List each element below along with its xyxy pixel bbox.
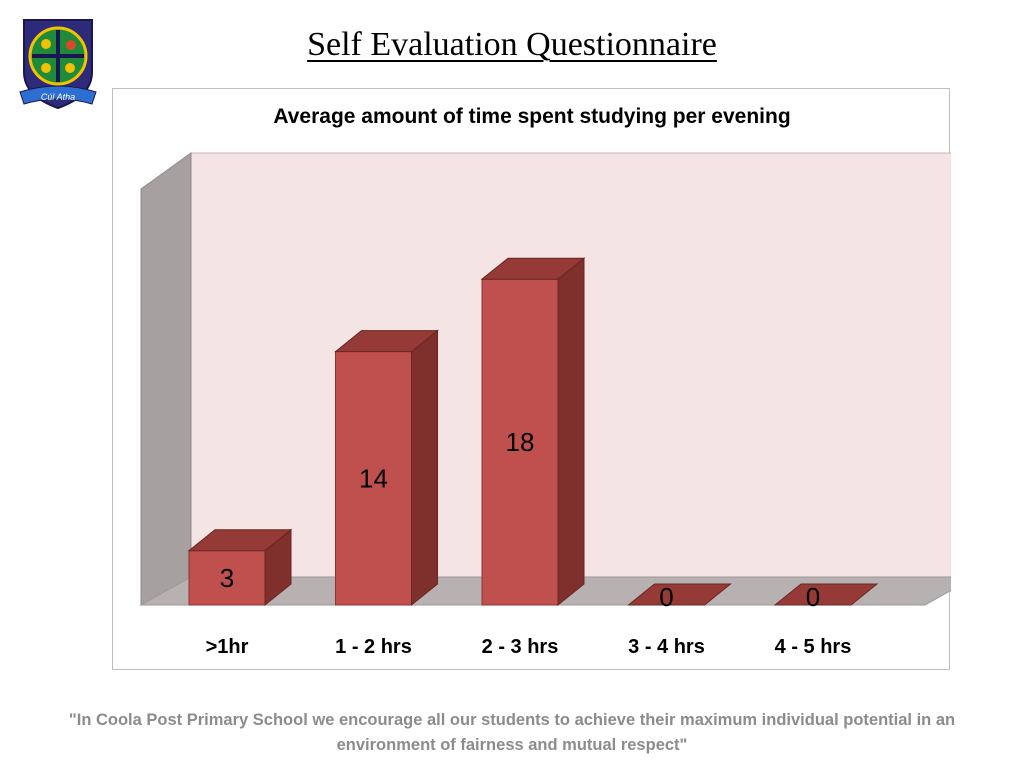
bar-1: 14: [334, 329, 439, 607]
bar-front: [481, 278, 559, 606]
bar-top: [334, 330, 439, 353]
bar-top: [480, 257, 586, 280]
data-label: 14: [359, 463, 388, 493]
bar-0: 3: [187, 528, 293, 607]
bar-top: [773, 583, 879, 606]
bar-side: [557, 257, 585, 607]
bar-top: [187, 529, 293, 552]
bar-3: 0: [627, 582, 732, 612]
bar-chart: Average amount of time spent studying pe…: [139, 105, 951, 658]
x-tick-label: 2 - 3 hrs: [482, 636, 559, 658]
data-label: 18: [506, 427, 535, 457]
school-crest-logo: Cúl Atha: [18, 16, 98, 112]
bar-2: 18: [480, 257, 586, 607]
x-axis-ticks: >1hr 1 - 2 hrs 2 - 3 hrs 3 - 4 hrs 4 - 5 hrs: [206, 636, 852, 658]
bar-top: [627, 583, 732, 606]
chart-frame: Average amount of time spent studying pe…: [112, 88, 951, 670]
bar-front: [188, 550, 266, 606]
footer-quote: "In Coola Post Primary School we encoura…: [68, 711, 956, 754]
bar-front: [335, 351, 412, 606]
data-label: 0: [659, 582, 673, 612]
bar-4: 0: [773, 582, 879, 612]
x-tick-label: 3 - 4 hrs: [628, 636, 705, 658]
data-label: 0: [806, 582, 820, 612]
x-tick-label: 1 - 2 hrs: [335, 636, 412, 658]
chart-title: Average amount of time spent studying pe…: [273, 105, 790, 128]
chart-bars: 3 14 18 0 0: [187, 257, 879, 612]
x-tick-label: 4 - 5 hrs: [775, 636, 852, 658]
x-tick-label: >1hr: [206, 636, 249, 658]
data-label: 3: [220, 563, 234, 593]
page-title: Self Evaluation Questionnaire: [307, 26, 717, 63]
bar-side: [411, 329, 438, 607]
chart-side-wall: [140, 152, 192, 606]
crest-motto: Cúl Atha: [41, 92, 75, 102]
